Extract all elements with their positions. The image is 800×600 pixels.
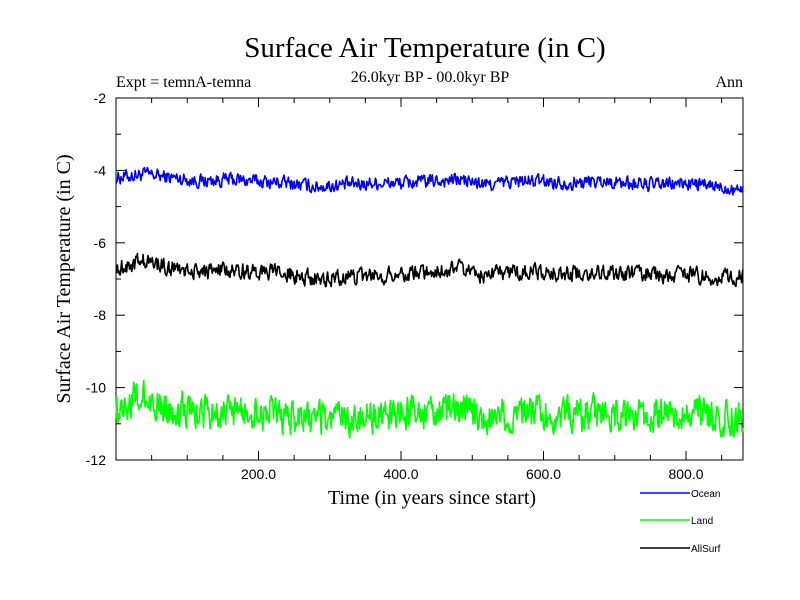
series-line-allsurf	[115, 252, 744, 288]
x-tick-label: 200.0	[241, 466, 276, 482]
legend-label-allsurf: AllSurf	[691, 544, 721, 555]
x-tick-labels: 200.0 400.0 600.0 800.0	[241, 466, 704, 482]
axis-ticks	[116, 97, 743, 461]
y-tick-label: -10	[86, 380, 106, 396]
y-tick-labels: -12 -10 -8 -6 -4 -2	[86, 90, 106, 468]
x-axis-label: Time (in years since start)	[328, 487, 536, 509]
y-tick-label: -6	[94, 235, 107, 251]
legend: Ocean Land AllSurf	[640, 489, 721, 555]
y-tick-label: -2	[94, 90, 107, 106]
chart-title: Surface Air Temperature (in C)	[244, 32, 605, 64]
x-tick-label: 600.0	[526, 466, 561, 482]
series-layer	[115, 166, 744, 439]
y-axis-label: Surface Air Temperature (in C)	[53, 154, 75, 403]
x-tick-label: 400.0	[383, 466, 418, 482]
chart-subtitle: 26.0kyr BP - 00.0kyr BP	[351, 69, 510, 86]
y-tick-label: -12	[86, 452, 106, 468]
legend-label-land: Land	[691, 516, 713, 527]
x-tick-label: 800.0	[668, 466, 703, 482]
legend-label-ocean: Ocean	[691, 489, 720, 500]
series-line-ocean	[115, 166, 744, 196]
y-tick-label: -4	[94, 162, 107, 178]
plot-frame	[115, 97, 744, 461]
series-line-land	[115, 379, 744, 439]
season-label: Ann	[715, 74, 743, 91]
expt-label: Expt = temnA-temna	[116, 74, 251, 91]
y-tick-label: -8	[94, 307, 107, 323]
